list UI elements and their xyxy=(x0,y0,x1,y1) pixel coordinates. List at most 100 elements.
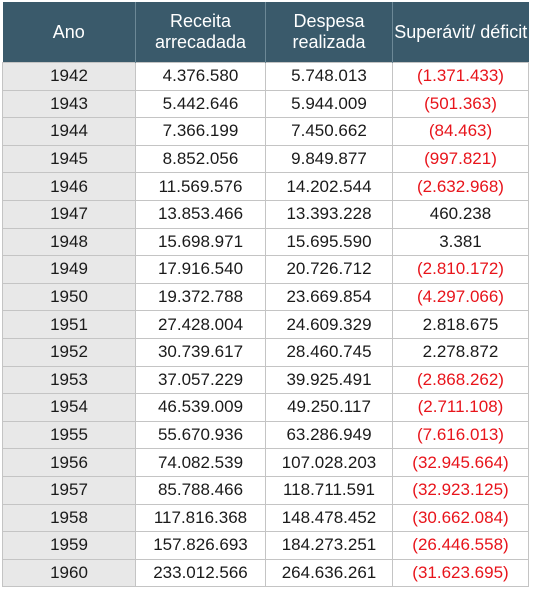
revenue-cell: 27.428.004 xyxy=(135,310,266,339)
revenue-cell: 85.788.466 xyxy=(135,475,266,504)
balance-cell: (4.297.066) xyxy=(392,282,529,311)
table-row: 1953 37.057.229 39.925.491 (2.868.262) xyxy=(2,365,529,394)
table-row: 1944 7.366.199 7.450.662 (84.463) xyxy=(2,117,529,146)
revenue-cell: 117.816.368 xyxy=(135,503,266,532)
table-row: 1950 19.372.788 23.669.854 (4.297.066) xyxy=(2,282,529,311)
balance-cell: (2.711.108) xyxy=(392,393,529,422)
expense-cell: 107.028.203 xyxy=(265,448,393,477)
year-cell: 1955 xyxy=(2,420,136,449)
year-cell: 1960 xyxy=(2,558,136,588)
year-cell: 1954 xyxy=(2,393,136,422)
header-expense: Despesa realizada xyxy=(265,2,393,63)
expense-cell: 5.944.009 xyxy=(265,89,393,118)
expense-cell: 49.250.117 xyxy=(265,393,393,422)
header-row: Ano Receita arrecadada Despesa realizada… xyxy=(2,2,529,63)
balance-cell: (2.632.968) xyxy=(392,172,529,201)
expense-cell: 148.478.452 xyxy=(265,503,393,532)
year-cell: 1956 xyxy=(2,448,136,477)
expense-cell: 20.726.712 xyxy=(265,255,393,284)
balance-cell: (32.923.125) xyxy=(392,475,529,504)
fiscal-table-container: Ano Receita arrecadada Despesa realizada… xyxy=(2,2,529,588)
balance-cell: (2.810.172) xyxy=(392,255,529,284)
fiscal-table: Ano Receita arrecadada Despesa realizada… xyxy=(2,2,529,588)
table-row: 1951 27.428.004 24.609.329 2.818.675 xyxy=(2,310,529,339)
balance-cell: (501.363) xyxy=(392,89,529,118)
table-header: Ano Receita arrecadada Despesa realizada… xyxy=(2,2,529,63)
expense-cell: 7.450.662 xyxy=(265,117,393,146)
revenue-cell: 157.826.693 xyxy=(135,531,266,560)
table-row: 1949 17.916.540 20.726.712 (2.810.172) xyxy=(2,255,529,284)
expense-cell: 24.609.329 xyxy=(265,310,393,339)
year-cell: 1951 xyxy=(2,310,136,339)
table-row: 1954 46.539.009 49.250.117 (2.711.108) xyxy=(2,393,529,422)
revenue-cell: 55.670.936 xyxy=(135,420,266,449)
table-row: 1943 5.442.646 5.944.009 (501.363) xyxy=(2,89,529,118)
revenue-cell: 8.852.056 xyxy=(135,144,266,173)
expense-cell: 9.849.877 xyxy=(265,144,393,173)
balance-cell: 460.238 xyxy=(392,199,529,229)
balance-cell: (7.616.013) xyxy=(392,420,529,449)
revenue-cell: 11.569.576 xyxy=(135,172,266,201)
table-row: 1942 4.376.580 5.748.013 (1.371.433) xyxy=(2,62,529,91)
table-row: 1959 157.826.693 184.273.251 (26.446.558) xyxy=(2,531,529,560)
year-cell: 1957 xyxy=(2,475,136,504)
header-revenue: Receita arrecadada xyxy=(135,2,266,63)
balance-cell: (1.371.433) xyxy=(392,62,529,91)
revenue-cell: 15.698.971 xyxy=(135,227,266,256)
year-cell: 1950 xyxy=(2,282,136,311)
revenue-cell: 233.012.566 xyxy=(135,558,266,588)
year-cell: 1946 xyxy=(2,172,136,201)
revenue-cell: 46.539.009 xyxy=(135,393,266,422)
year-cell: 1942 xyxy=(2,62,136,91)
expense-cell: 23.669.854 xyxy=(265,282,393,311)
year-cell: 1948 xyxy=(2,227,136,256)
expense-cell: 14.202.544 xyxy=(265,172,393,201)
table-row: 1948 15.698.971 15.695.590 3.381 xyxy=(2,227,529,256)
table-row: 1958 117.816.368 148.478.452 (30.662.084) xyxy=(2,503,529,532)
balance-cell: 2.278.872 xyxy=(392,337,529,367)
expense-cell: 39.925.491 xyxy=(265,365,393,394)
year-cell: 1953 xyxy=(2,365,136,394)
table-row: 1960 233.012.566 264.636.261 (31.623.695) xyxy=(2,558,529,588)
table-row: 1955 55.670.936 63.286.949 (7.616.013) xyxy=(2,420,529,449)
expense-cell: 28.460.745 xyxy=(265,337,393,367)
balance-cell: (26.446.558) xyxy=(392,531,529,560)
expense-cell: 15.695.590 xyxy=(265,227,393,256)
table-row: 1946 11.569.576 14.202.544 (2.632.968) xyxy=(2,172,529,201)
balance-cell: (997.821) xyxy=(392,144,529,173)
balance-cell: (31.623.695) xyxy=(392,558,529,588)
year-cell: 1944 xyxy=(2,117,136,146)
table-row: 1957 85.788.466 118.711.591 (32.923.125) xyxy=(2,475,529,504)
expense-cell: 118.711.591 xyxy=(265,475,393,504)
balance-cell: (84.463) xyxy=(392,117,529,146)
revenue-cell: 74.082.539 xyxy=(135,448,266,477)
balance-cell: (32.945.664) xyxy=(392,448,529,477)
year-cell: 1958 xyxy=(2,503,136,532)
balance-cell: (30.662.084) xyxy=(392,503,529,532)
revenue-cell: 4.376.580 xyxy=(135,62,266,91)
year-cell: 1945 xyxy=(2,144,136,173)
table-row: 1956 74.082.539 107.028.203 (32.945.664) xyxy=(2,448,529,477)
year-cell: 1959 xyxy=(2,531,136,560)
balance-cell: (2.868.262) xyxy=(392,365,529,394)
table-row: 1952 30.739.617 28.460.745 2.278.872 xyxy=(2,337,529,367)
expense-cell: 184.273.251 xyxy=(265,531,393,560)
table-body: 1942 4.376.580 5.748.013 (1.371.433) 1943 5.4… xyxy=(2,62,529,588)
header-year: Ano xyxy=(2,2,136,63)
revenue-cell: 37.057.229 xyxy=(135,365,266,394)
table-row: 1947 13.853.466 13.393.228 460.238 xyxy=(2,199,529,229)
revenue-cell: 17.916.540 xyxy=(135,255,266,284)
revenue-cell: 7.366.199 xyxy=(135,117,266,146)
expense-cell: 63.286.949 xyxy=(265,420,393,449)
expense-cell: 264.636.261 xyxy=(265,558,393,588)
balance-cell: 3.381 xyxy=(392,227,529,256)
balance-cell: 2.818.675 xyxy=(392,310,529,339)
revenue-cell: 5.442.646 xyxy=(135,89,266,118)
expense-cell: 13.393.228 xyxy=(265,199,393,229)
table-row: 1945 8.852.056 9.849.877 (997.821) xyxy=(2,144,529,173)
year-cell: 1949 xyxy=(2,255,136,284)
expense-cell: 5.748.013 xyxy=(265,62,393,91)
revenue-cell: 30.739.617 xyxy=(135,337,266,367)
revenue-cell: 13.853.466 xyxy=(135,199,266,229)
header-balance: Superávit/ déficit xyxy=(392,2,529,63)
